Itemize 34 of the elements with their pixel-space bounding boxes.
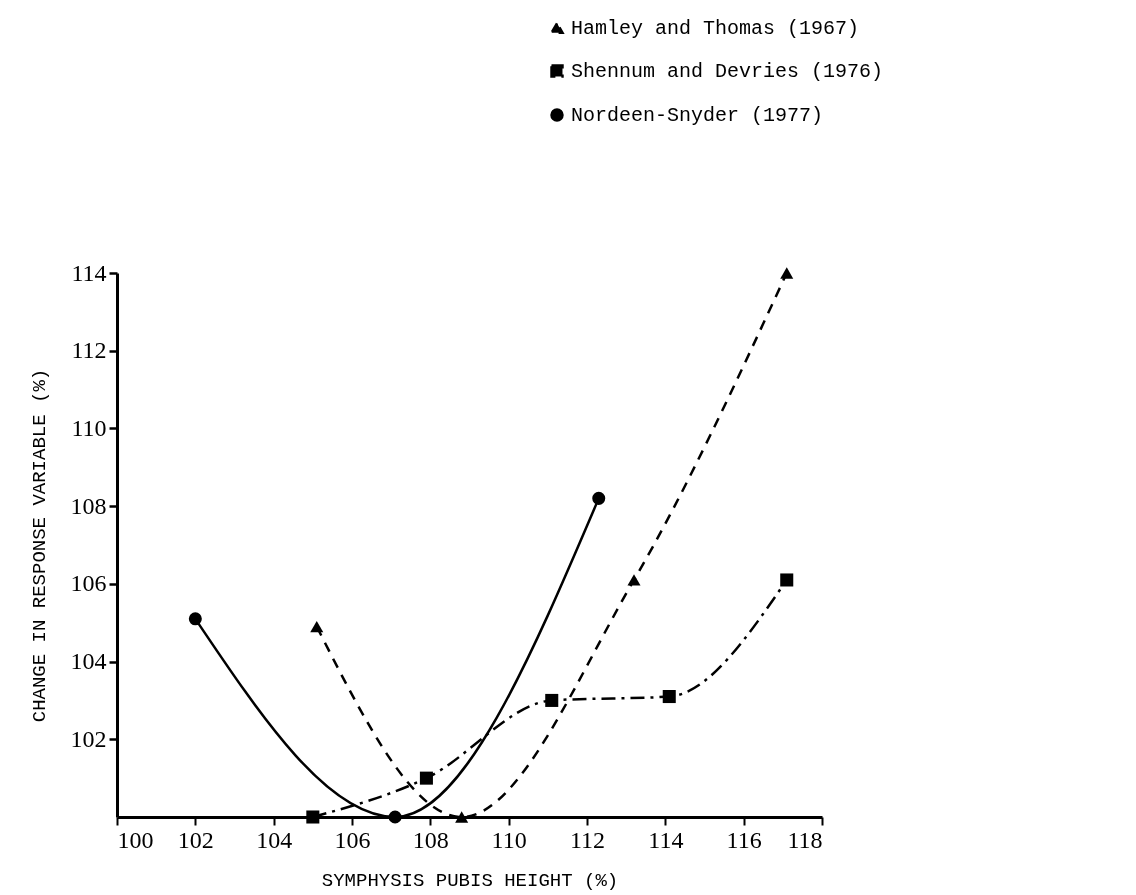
y-tick-label: 110 <box>71 414 107 441</box>
x-tick-label: 118 <box>787 826 823 853</box>
y-axis-title: CHANGE IN RESPONSE VARIABLE (%) <box>28 368 51 723</box>
y-tick-label: 112 <box>71 337 107 364</box>
point <box>310 620 324 633</box>
point <box>455 811 469 823</box>
x-tick-label: 100 <box>117 826 154 853</box>
y-tick-label: 106 <box>70 570 107 597</box>
x-tick-label: 102 <box>177 826 214 853</box>
x-tick-label: 112 <box>569 826 606 853</box>
x-tick-label: 114 <box>648 826 684 853</box>
y-tick-label: 102 <box>70 725 107 752</box>
point <box>188 612 202 626</box>
point <box>545 693 559 707</box>
point <box>780 573 794 587</box>
legend-label: Nordeen-Snyder (1977) <box>571 104 824 127</box>
x-tick-label: 110 <box>491 826 527 853</box>
point <box>592 491 606 505</box>
y-tick-label: 114 <box>71 259 107 286</box>
point <box>780 267 794 279</box>
point <box>662 690 676 704</box>
x-tick-label: 108 <box>412 826 449 853</box>
point <box>627 574 641 586</box>
y-tick-label: 108 <box>70 492 107 519</box>
x-tick-label: 106 <box>334 826 371 853</box>
point <box>388 810 402 824</box>
y-tick-label: 104 <box>70 648 107 675</box>
x-tick-label: 104 <box>256 826 293 853</box>
x-axis-title: SYMPHYSIS PUBIS HEIGHT (%) <box>321 869 619 892</box>
legend-label: Shennum and Devries (1976) <box>571 60 884 83</box>
point <box>306 810 320 824</box>
x-tick-label: 116 <box>726 826 762 853</box>
legend-label: Hamley and Thomas (1967) <box>571 17 860 40</box>
point <box>419 771 433 785</box>
